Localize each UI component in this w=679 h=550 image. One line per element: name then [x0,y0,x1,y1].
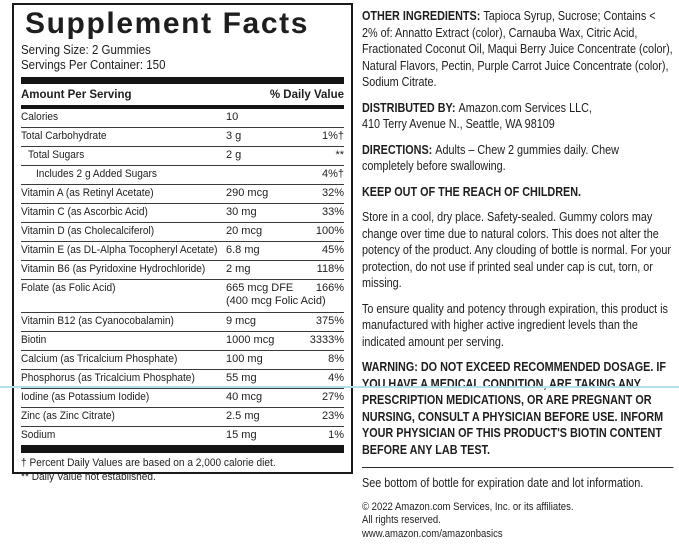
table-header-row: Amount Per Serving % Daily Value [21,84,344,105]
keep-out-warning: KEEP OUT OF THE REACH OF CHILDREN. [362,184,582,199]
nutrient-name: Phosphorus (as Tricalcium Phosphate) [21,372,195,384]
nutrient-amount: 9 mcg [226,315,256,327]
nutrient-daily-value: 4% [328,372,344,384]
nutrient-row: Total Carbohydrate 3 g 1%† [21,127,344,146]
nutrient-amount: 40 mcg [226,391,263,403]
nutrient-daily-value: 8% [328,353,344,365]
nutrient-daily-value: 166% [315,282,344,294]
nutrient-name: Calcium (as Tricalcium Phosphate) [21,353,178,365]
nutrient-name: Zinc (as Zinc Citrate) [21,410,115,422]
nutrient-row: Calcium (as Tricalcium Phosphate) 100 mg 8… [21,350,344,369]
separator-bar-header [21,105,344,109]
section-label: DIRECTIONS: [362,142,436,157]
nutrient-amount: 290 mcg [226,187,269,199]
nutrient-daily-value: 118% [316,263,344,275]
nutrient-name: Folate (as Folic Acid) [21,282,116,294]
expiration-note: See bottom of bottle for expiration date… [362,476,644,490]
nutrient-daily-value: 23% [321,410,344,422]
nutrient-row: Includes 2 g Added Sugars 4%† [21,165,344,184]
nutrient-daily-value: 3333% [309,334,344,346]
nutrient-name: Total Sugars [28,149,85,161]
nutrient-name: Vitamin B12 (as Cyanocobalamin) [21,315,174,327]
nutrient-amount: 2 mg [226,263,251,275]
nutrient-row: Folate (as Folic Acid) 665 mcg DFE (400 mc… [21,279,344,312]
distributed-by: DISTRIBUTED BY: Amazon.com Services LLC,… [362,100,592,132]
nutrient-amount: 2 g [226,149,242,161]
section-divider [362,467,674,468]
nutrient-name: Vitamin E (as DL-Alpha Tocopheryl Acetat… [21,244,218,256]
text-line: All rights reserved. [362,514,441,526]
nutrient-row: Vitamin A (as Retinyl Acetate) 290 mcg 32% [21,184,344,203]
copyright-block: © 2022 Amazon.com Services, Inc. or its … [362,501,673,542]
text-line: © 2022 Amazon.com Services, Inc. or its … [362,500,574,513]
daily-value-header: % Daily Value [269,89,344,101]
quality-statement: To ensure quality and potency through ex… [362,301,668,349]
nutrient-name: Total Carbohydrate [21,130,107,142]
supplement-facts-panel: Supplement Facts Serving Size: 2 Gummies… [12,3,353,483]
nutrient-row: Calories 10 [21,109,344,127]
footnote-not-established: ** Daily Value not established. [21,470,156,483]
nutrient-daily-value: 4%† [321,168,344,180]
nutrient-name: Vitamin A (as Retinyl Acetate) [21,187,154,199]
nutrient-row: Vitamin E (as DL-Alpha Tocopheryl Acetat… [21,241,344,260]
amount-per-serving-header: Amount Per Serving [21,89,132,101]
nutrient-row: Zinc (as Zinc Citrate) 2.5 mg 23% [21,407,344,426]
nutrient-table-body: Calories 10 Total Carbohydrate 3 g 1%† Total … [21,109,344,445]
nutrient-amount: 10 [226,111,239,123]
nutrient-daily-value: 33% [321,206,344,218]
nutrient-row: Total Sugars 2 g ** [21,146,344,165]
servings-per-container: Servings Per Container: 150 [21,58,166,72]
nutrient-row: Iodine (as Potassium Iodide) 40 mcg 27% [21,388,344,407]
nutrient-row: Vitamin B6 (as Pyridoxine Hydrochloride)… [21,260,344,279]
nutrient-amount: 15 mg [226,429,257,441]
section-label: DISTRIBUTED BY: [362,100,459,115]
nutrient-amount: 3 g [226,130,242,142]
nutrient-daily-value: 1% [328,429,344,441]
nutrient-amount: 30 mg [226,206,257,218]
nutrient-amount: 55 mg [226,372,257,384]
footnotes: † Percent Daily Values are based on a 2,… [21,453,344,484]
nutrient-daily-value: 375% [315,315,344,327]
dosage-warning: WARNING: DO NOT EXCEED RECOMMENDED DOSAG… [362,360,666,457]
nutrient-daily-value: 32% [321,187,344,199]
info-column: OTHER INGREDIENTS: Tapioca Syrup, Sucros… [362,8,674,550]
nutrient-daily-value: ** [335,149,344,161]
nutrient-amount: 1000 mcg [226,334,275,346]
blue-guide-line [0,386,679,388]
nutrient-daily-value: 45% [321,244,344,256]
nutrient-amount: 665 mcg DFE (400 mcg Folic Acid) [226,282,326,307]
nutrient-name: Vitamin C (as Ascorbic Acid) [21,206,148,218]
nutrient-amount: 20 mcg [226,225,263,237]
nutrient-row: Phosphorus (as Tricalcium Phosphate) 55 m… [21,369,344,388]
nutrient-amount: 6.8 mg [226,244,260,256]
nutrient-daily-value: 100% [315,225,344,237]
nutrient-name: Sodium [21,429,56,441]
nutrient-daily-value: 27% [321,391,344,403]
nutrient-name: Vitamin D (as Cholecalciferol) [21,225,155,237]
nutrient-row: Vitamin B12 (as Cyanocobalamin) 9 mcg 375% [21,312,344,331]
supplement-facts-title: Supplement Facts [25,7,309,40]
nutrient-row: Sodium 15 mg 1% [21,426,344,445]
nutrient-amount: 2.5 mg [226,410,260,422]
serving-size: Serving Size: 2 Gummies [21,43,151,57]
footnote-daily-values: † Percent Daily Values are based on a 2,… [21,457,276,469]
separator-bar-bottom [21,445,344,453]
nutrient-name: Includes 2 g Added Sugars [36,168,157,180]
text-line: www.amazon.com/amazonbasics [362,527,503,540]
nutrient-amount: 100 mg [226,353,263,365]
nutrient-name: Biotin [21,334,47,346]
other-ingredients: OTHER INGREDIENTS: Tapioca Syrup, Sucros… [362,9,673,89]
section-label: OTHER INGREDIENTS: [362,9,484,23]
directions: DIRECTIONS: Adults – Chew 2 gummies dail… [362,142,619,174]
separator-bar-top [21,77,344,84]
nutrient-name: Iodine (as Potassium Iodide) [21,391,150,403]
nutrient-daily-value: 1%† [321,130,344,142]
nutrient-row: Biotin 1000 mcg 3333% [21,331,344,350]
nutrient-row: Vitamin D (as Cholecalciferol) 20 mcg 100% [21,222,344,241]
nutrient-row: Vitamin C (as Ascorbic Acid) 30 mg 33% [21,203,344,222]
storage-statement: Store in a cool, dry place. Safety-seale… [362,210,671,290]
nutrient-name: Calories [21,111,59,123]
nutrient-amount-secondary: (400 mcg Folic Acid) [226,295,326,307]
nutrient-name: Vitamin B6 (as Pyridoxine Hydrochloride) [21,263,206,275]
